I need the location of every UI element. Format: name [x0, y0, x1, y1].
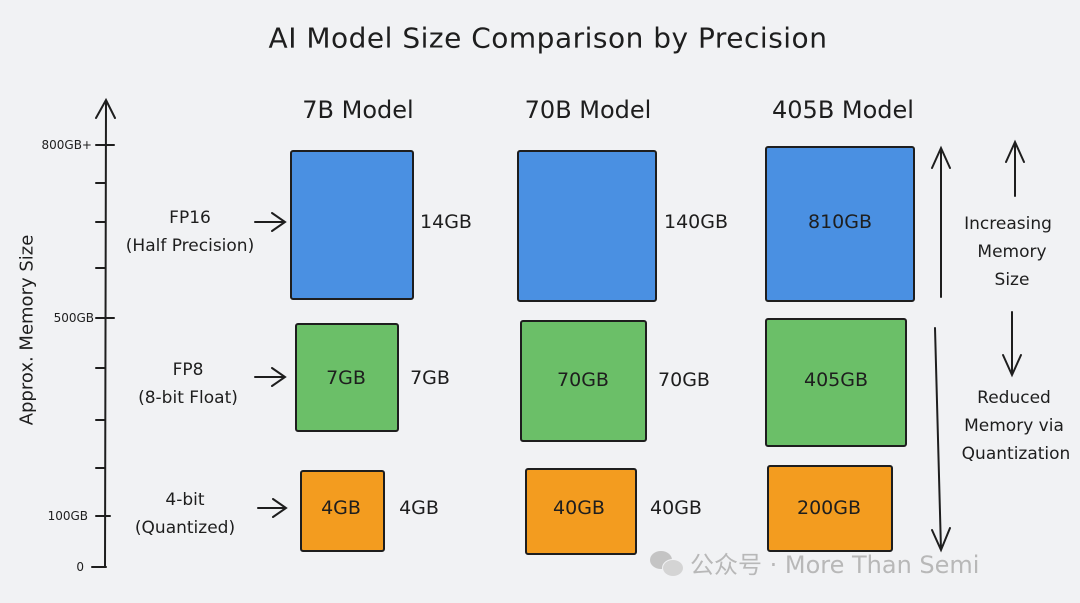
4bit-7b-box — [300, 470, 385, 552]
4bit-405b-value: 200GB — [796, 497, 862, 519]
increase-short-arrow — [1005, 139, 1025, 197]
note-reduced: Memory via — [964, 416, 1064, 436]
fp16-405b-value: 810GB — [807, 211, 873, 233]
y-axis-line — [95, 97, 116, 568]
row-sublabel-fp8: (8-bit Float) — [138, 388, 238, 408]
fp8-70b-box — [520, 320, 647, 442]
4bit-70b-value: 40GB — [650, 497, 702, 519]
row-label-fp16: FP16 — [169, 208, 211, 228]
fp8-7b-value: 7GB — [410, 367, 450, 389]
fp16-7b-value: 14GB — [420, 211, 472, 233]
increase-long-arrow — [931, 145, 951, 298]
4bit-7b-value: 4GB — [399, 497, 439, 519]
fp8-405b-value: 405GB — [803, 369, 869, 391]
fp16-7b-box — [290, 150, 414, 300]
note-reduced: Reduced — [977, 388, 1051, 408]
fp8-7b-inner-value: 7GB — [326, 367, 366, 389]
decrease-short-arrow — [1002, 311, 1022, 378]
fp8-70b-inner-value: 70GB — [557, 369, 609, 391]
y-axis-label: Approx. Memory Size — [16, 234, 38, 426]
fp8-405b-box — [765, 318, 907, 447]
column-header-7b: 7B Model — [302, 96, 414, 124]
fp8-7b-box — [295, 323, 399, 432]
diagram-title: AI Model Size Comparison by Precision — [268, 21, 828, 55]
tick-label: 100GB — [47, 509, 88, 523]
4bit-7b-inner-value: 4GB — [321, 497, 361, 519]
tick-label: 0 — [76, 560, 84, 574]
watermark-text: 公众号 · More Than Semi — [690, 551, 980, 579]
4bit-arrow — [257, 498, 288, 518]
tick-label: 500GB — [53, 311, 94, 325]
tick-label: 800GB+ — [41, 138, 93, 152]
note-increasing: Size — [994, 270, 1030, 290]
row-sublabel-fp16: (Half Precision) — [125, 236, 255, 256]
row-label-fp8: FP8 — [172, 360, 204, 380]
4bit-405b-box — [767, 465, 893, 552]
fp16-405b-box — [765, 146, 915, 302]
4bit-70b-inner-value: 40GB — [553, 497, 605, 519]
y-axis-ticks — [91, 144, 115, 568]
wechat-icon — [650, 549, 684, 577]
note-reduced: Quantization — [961, 444, 1071, 464]
fp8-70b-value: 70GB — [658, 369, 710, 391]
decrease-long-arrow — [931, 327, 951, 553]
row-sublabel-4bit: (Quantized) — [134, 518, 236, 538]
fp16-70b-value: 140GB — [663, 211, 729, 233]
watermark: 公众号 · More Than Semi — [650, 545, 979, 580]
note-increasing: Increasing — [964, 214, 1052, 234]
row-label-4bit: 4-bit — [165, 490, 205, 510]
4bit-70b-box — [525, 468, 637, 555]
fp16-arrow — [254, 212, 287, 232]
column-header-70b: 70B Model — [524, 96, 652, 124]
note-increasing: Memory — [977, 242, 1047, 262]
fp8-arrow — [254, 367, 287, 387]
column-header-405b: 405B Model — [772, 96, 914, 124]
fp16-70b-box — [517, 150, 657, 302]
